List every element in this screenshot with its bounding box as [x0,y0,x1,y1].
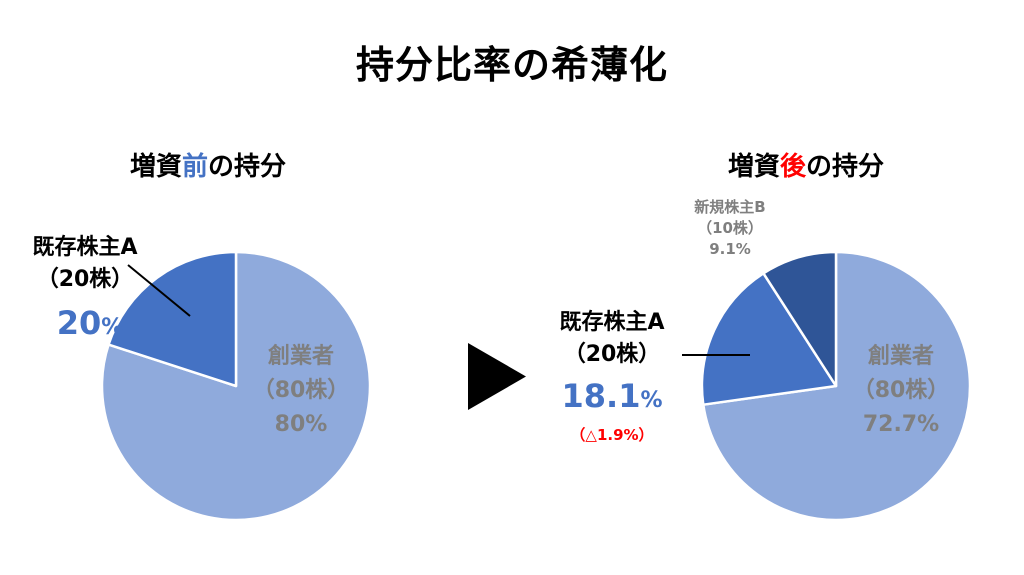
after-subtitle-post: の持分 [806,152,885,182]
after-holder-a-pct: 18.1% [537,377,687,415]
after-founder-pct: 72.7% [862,412,940,437]
leader-line-before-holder-a [127,264,191,317]
pie-chart-after [700,250,972,522]
before-holder-a-pct-unit: % [101,315,124,340]
after-holder-b-name: 新規株主B [694,198,766,216]
before-slice-holder-a [107,250,238,388]
before-holder-a-name: 既存株主A [32,235,138,260]
after-subtitle-highlight: 後 [780,152,807,182]
after-holder-a-name: 既存株主A [559,310,665,335]
before-subtitle: 増資前の持分 [130,146,286,183]
after-holder-b-shares: （10株） [697,219,763,237]
before-holder-a-pct-num: 20 [56,304,102,342]
before-holder-a-pct: 20% [40,304,140,342]
before-subtitle-pre: 増資 [130,152,183,182]
before-founder-label: 創業者 （80株） 80% [236,340,366,442]
after-holder-a-change: （△1.9%） [570,426,654,444]
page-title: 持分比率の希薄化 [355,43,668,87]
after-founder-shares: （80株） [852,378,950,403]
play-triangle-icon [468,343,526,410]
after-holder-a-shares: （20株） [563,342,661,367]
before-subtitle-post: の持分 [208,152,287,182]
after-subtitle-pre: 増資 [728,152,781,182]
before-subtitle-highlight: 前 [182,152,209,182]
before-founder-pct: 80% [274,412,328,437]
before-holder-a-label: 既存株主A （20株） [10,232,160,296]
before-founder-name: 創業者 [267,344,334,369]
after-slice-holder-b [762,250,838,388]
after-holder-a-label: 既存株主A （20株） [532,307,692,371]
after-slice-holder-a [700,272,838,406]
pie-chart-before [100,250,372,522]
after-holder-b-pct: 9.1% [709,240,751,258]
after-subtitle: 増資後の持分 [728,146,884,183]
after-holder-b-label: 新規株主B （10株） 9.1% [665,197,795,260]
after-holder-a-pct-num: 18.1 [561,377,641,415]
after-founder-label: 創業者 （80株） 72.7% [836,340,966,442]
after-holder-a-pct-unit: % [640,388,663,413]
after-founder-name: 創業者 [867,344,934,369]
before-holder-a-shares: （20株） [36,267,134,292]
before-founder-shares: （80株） [252,378,350,403]
